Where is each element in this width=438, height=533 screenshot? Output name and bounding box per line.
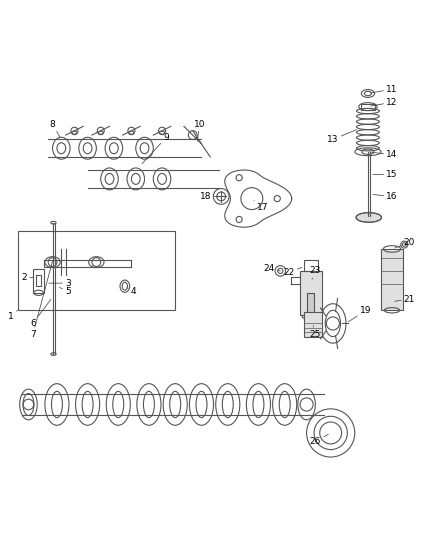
Text: 26: 26 — [310, 434, 328, 446]
Text: 13: 13 — [327, 130, 357, 144]
Text: 9: 9 — [142, 133, 170, 164]
Bar — [18, 231, 175, 310]
Bar — [304, 260, 318, 271]
Text: 2: 2 — [21, 273, 33, 282]
Text: 5: 5 — [60, 287, 71, 296]
Bar — [361, 104, 375, 110]
Text: 6: 6 — [30, 300, 51, 328]
Text: 8: 8 — [49, 119, 60, 137]
Text: 18: 18 — [200, 192, 219, 201]
Circle shape — [320, 422, 342, 444]
Text: 20: 20 — [395, 238, 415, 248]
Text: 23: 23 — [310, 266, 321, 279]
Text: 14: 14 — [371, 150, 398, 159]
Text: 21: 21 — [395, 295, 415, 304]
Bar — [304, 312, 322, 336]
Bar — [381, 249, 403, 310]
Text: 16: 16 — [373, 192, 398, 201]
Bar — [33, 269, 44, 293]
Text: 24: 24 — [264, 264, 280, 273]
Text: 7: 7 — [30, 261, 53, 339]
Bar — [300, 271, 322, 314]
Text: 19: 19 — [348, 306, 371, 322]
Text: 11: 11 — [371, 85, 398, 94]
Text: 17: 17 — [254, 200, 268, 212]
Ellipse shape — [356, 213, 381, 222]
Text: 22: 22 — [283, 268, 302, 277]
Bar — [36, 275, 41, 286]
Text: 3: 3 — [49, 279, 71, 288]
Text: 12: 12 — [371, 98, 398, 107]
Bar — [307, 293, 314, 314]
Text: 15: 15 — [373, 170, 398, 179]
Text: 4: 4 — [127, 287, 136, 296]
Text: 10: 10 — [194, 119, 205, 141]
Text: 1: 1 — [8, 310, 18, 321]
Text: 25: 25 — [310, 326, 321, 339]
